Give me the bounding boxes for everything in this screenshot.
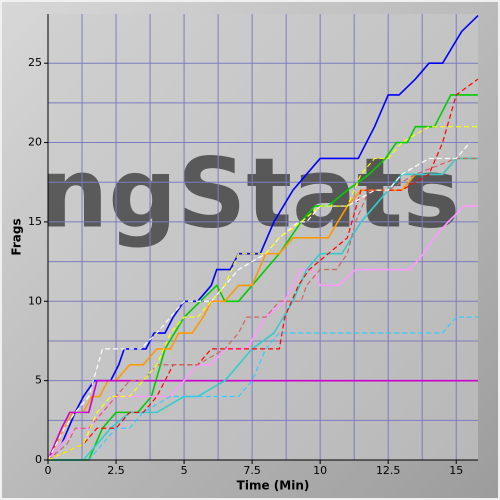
watermark: ngStats [40,137,460,249]
series-line [47,142,471,461]
y-tick-label: 5 [35,374,42,387]
y-axis-label: Frags [10,218,24,255]
y-tick-label: 20 [28,136,42,149]
x-tick-label: 2.5 [107,464,125,477]
series-line [47,379,478,461]
x-tick-label: 10 [313,464,327,477]
x-tick-label: 5 [181,464,188,477]
lines [47,15,479,461]
x-tick-label: 15 [449,464,463,477]
y-tick-label: 15 [28,215,42,228]
series-line [48,316,478,461]
x-tick-label: 7.5 [243,464,261,477]
y-tick-label: 25 [28,56,42,69]
series-line [47,126,478,461]
series-line [48,157,478,461]
series-line [47,157,478,461]
series-line [47,78,479,461]
y-tick-label: 0 [35,453,42,466]
x-axis-label: Time (Min) [237,479,310,493]
series-line [47,15,479,461]
x-tick-label: 0 [45,464,52,477]
y-tick-label: 10 [28,294,42,307]
x-tick-label: 12.5 [376,464,401,477]
